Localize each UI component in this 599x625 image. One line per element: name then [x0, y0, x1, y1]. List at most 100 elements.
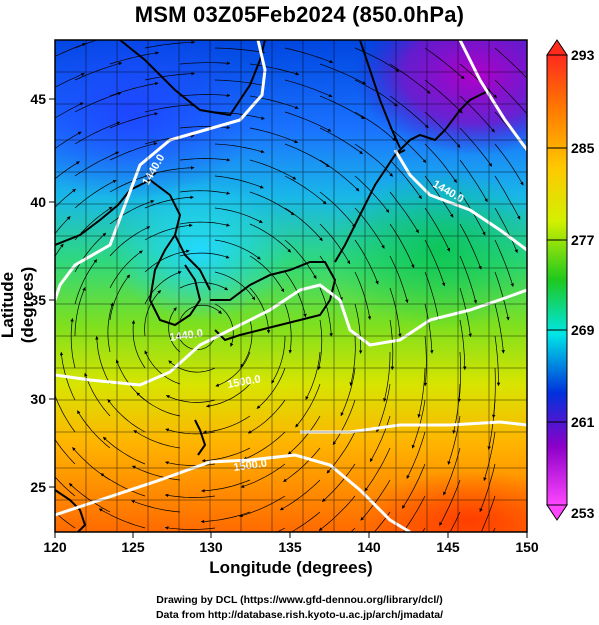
x-tick-140: 140	[357, 539, 381, 555]
colorbar-top-arrow	[546, 39, 568, 56]
streamline	[354, 239, 379, 285]
y-tick-labels: 45 40 35 30 25	[30, 91, 46, 495]
streamline	[494, 143, 524, 186]
streamline	[55, 476, 76, 497]
y-axis-label: Latitude (degrees)	[0, 266, 37, 344]
streamline	[55, 161, 80, 180]
streamline	[459, 127, 493, 167]
streamline	[131, 320, 146, 369]
streamline	[179, 61, 231, 65]
streamline	[131, 465, 181, 481]
streamline	[70, 318, 76, 369]
streamline	[424, 111, 461, 148]
chart-title: MSM 03Z05Feb2024 (850.0hPa)	[134, 2, 465, 27]
streamline	[249, 191, 295, 216]
streamline	[179, 190, 231, 195]
streamline	[144, 103, 195, 113]
streamline	[214, 239, 261, 260]
streamline	[40, 302, 45, 352]
streamline	[77, 410, 111, 449]
streamline	[295, 383, 321, 428]
streamline	[290, 511, 321, 532]
streamline	[109, 226, 151, 257]
streamline	[107, 302, 114, 353]
streamline	[55, 243, 64, 257]
streamline	[319, 191, 356, 228]
streamline	[55, 438, 76, 465]
credit-data: Data from http://database.rish.kyoto-u.a…	[155, 609, 444, 621]
streamline	[200, 511, 251, 524]
streamline	[340, 367, 356, 417]
streamline	[249, 287, 271, 334]
streamline	[494, 79, 527, 117]
y-tick-35: 35	[30, 292, 46, 308]
streamline	[383, 352, 391, 402]
streamline	[55, 72, 85, 88]
streamline	[98, 508, 146, 529]
x-tick-120: 120	[43, 539, 67, 555]
streamline	[354, 143, 393, 177]
credit-drawing: Drawing by DCL (https://www.gfd-dennou.o…	[156, 594, 443, 606]
streamline	[364, 447, 391, 492]
streamline	[284, 47, 334, 64]
streamline	[144, 195, 194, 209]
x-tick-135: 135	[278, 539, 302, 555]
streamline	[424, 207, 451, 252]
x-tick-marks	[54, 532, 528, 538]
streamline	[165, 461, 216, 466]
streamline	[179, 125, 231, 130]
streamline	[354, 111, 396, 142]
y-tick-45: 45	[30, 91, 46, 107]
streamline	[95, 335, 111, 385]
streamline	[249, 127, 299, 144]
streamline	[240, 319, 253, 368]
streamline	[389, 287, 402, 338]
colorbar-tick-253: 253	[571, 505, 595, 521]
streamline	[144, 271, 182, 305]
streamline	[424, 175, 454, 218]
streamline	[284, 207, 323, 242]
streamline	[179, 252, 230, 259]
streamline	[494, 303, 505, 354]
streamline	[284, 111, 332, 132]
streamline	[144, 40, 195, 49]
streamline	[102, 436, 146, 465]
streamline	[74, 232, 107, 273]
colorbar-bottom-arrow	[546, 504, 568, 521]
streamline	[439, 479, 461, 526]
streamline	[179, 221, 230, 227]
streamline	[74, 151, 120, 177]
streamline	[332, 399, 356, 445]
streamline	[74, 287, 86, 337]
streamline	[487, 399, 496, 450]
streamline	[164, 526, 216, 530]
colorbar-bar	[546, 54, 568, 506]
plot-frame	[54, 39, 528, 533]
streamline	[284, 303, 293, 354]
streamline	[19, 403, 40, 448]
y-tick-marks	[49, 98, 55, 488]
temperature-field	[55, 40, 527, 532]
streamline	[165, 395, 216, 403]
streamline	[136, 392, 181, 417]
x-tick-130: 130	[199, 539, 223, 555]
streamline	[389, 95, 429, 129]
wind-streamlines	[19, 40, 527, 532]
streamline	[74, 179, 117, 209]
streamline	[369, 415, 391, 463]
streamline	[284, 271, 307, 318]
colorbar-tick-293: 293	[571, 47, 595, 63]
colorbar-tick-285: 285	[571, 140, 595, 156]
streamline	[317, 319, 323, 370]
y-tick-30: 30	[30, 391, 46, 407]
streamline	[354, 175, 390, 213]
contour-label-5: 1500.0	[233, 457, 268, 474]
streamline	[55, 42, 86, 57]
streamline	[389, 255, 409, 304]
streamline	[284, 175, 327, 205]
streamline	[287, 415, 321, 455]
streamline	[389, 319, 395, 371]
streamline	[494, 239, 514, 287]
streamline	[109, 51, 159, 65]
